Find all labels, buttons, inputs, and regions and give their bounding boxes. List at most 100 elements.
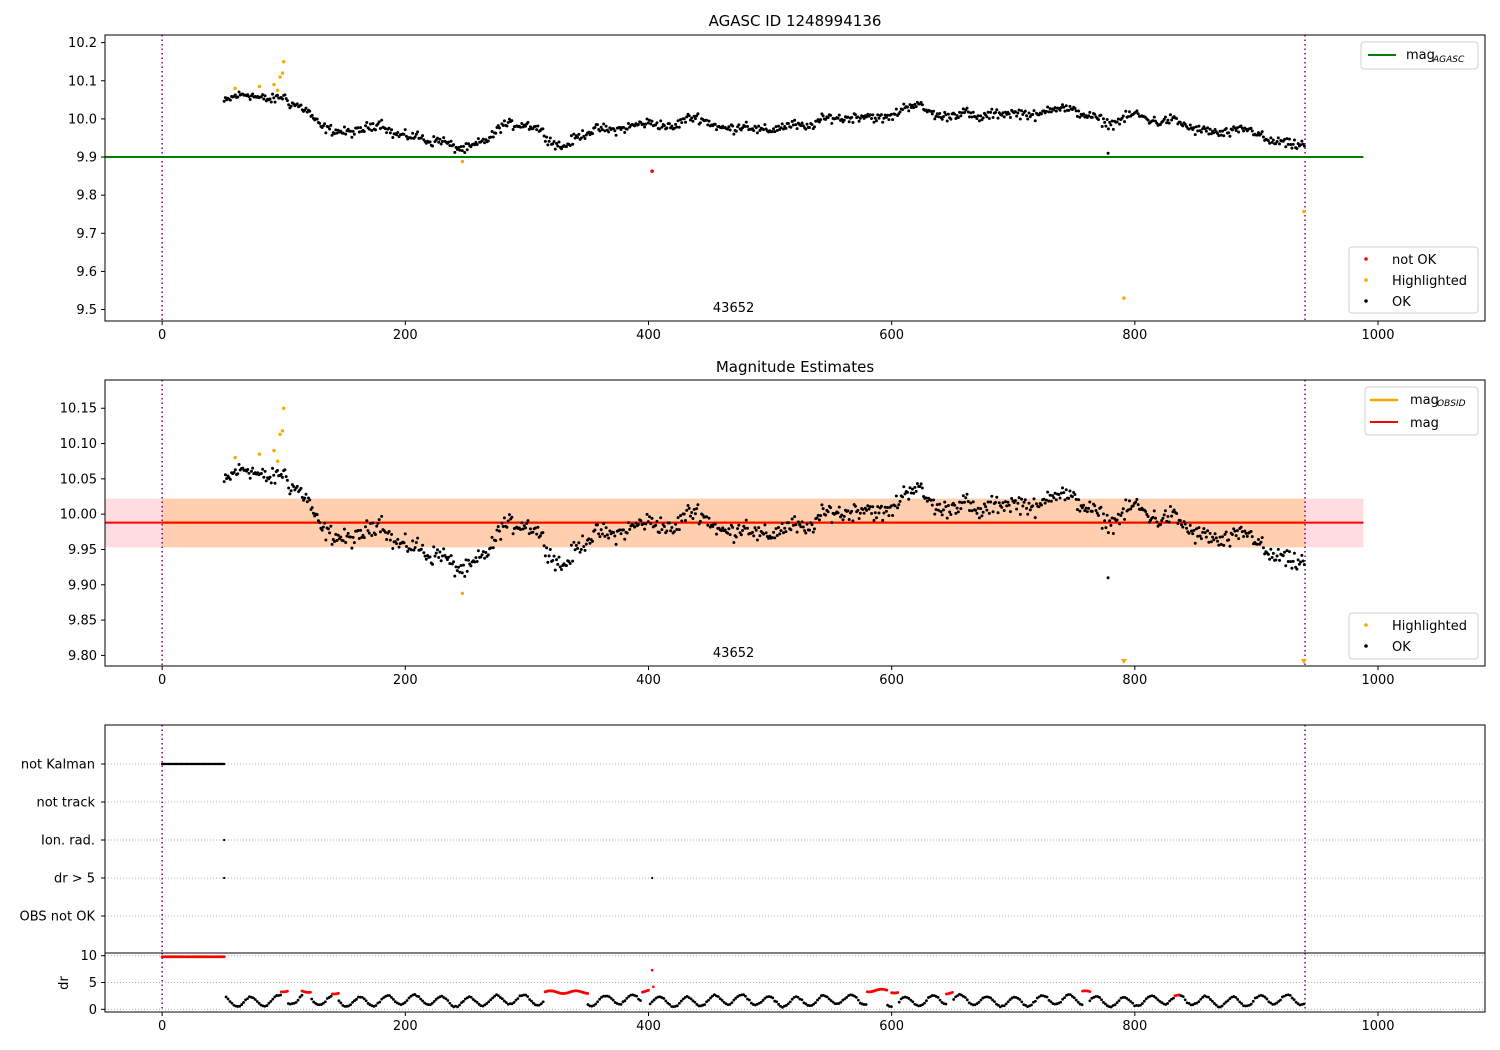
ok-point	[908, 103, 912, 107]
ok-point	[1077, 109, 1081, 113]
ok-point	[1120, 116, 1124, 120]
ok-point	[1197, 526, 1201, 530]
clipped-highlight-marker	[1120, 659, 1127, 664]
dr-point	[240, 1003, 244, 1006]
ok-point	[486, 139, 490, 143]
ok-point	[1123, 120, 1127, 124]
ok-point	[248, 98, 252, 102]
ok-point	[648, 118, 652, 122]
dr-point	[664, 999, 668, 1003]
dr-point	[228, 1000, 232, 1003]
ok-point	[753, 526, 757, 530]
dr-point	[1000, 1004, 1004, 1008]
ok-point	[794, 523, 798, 527]
ok-point	[902, 485, 906, 489]
panel1-legend-bottom: not OK Highlighted OK	[1348, 246, 1479, 314]
ok-point	[799, 124, 803, 128]
dr-point	[911, 1000, 915, 1004]
ok-point	[1268, 141, 1272, 145]
ok-point	[520, 122, 524, 126]
ok-point	[388, 131, 392, 135]
ok-point	[1121, 507, 1125, 511]
highlighted-point	[272, 448, 276, 453]
ok-point	[960, 111, 964, 115]
ok-point	[232, 470, 236, 474]
dr-point	[386, 994, 389, 997]
ok-point	[1182, 520, 1186, 524]
dr-point	[796, 995, 800, 999]
legend2-marker-highlighted	[1364, 623, 1368, 627]
dr-point	[255, 1000, 259, 1003]
ok-point	[959, 507, 963, 511]
ok-point	[687, 114, 691, 118]
dr-point	[936, 995, 940, 999]
ok-point	[269, 100, 273, 104]
ok-point	[1237, 130, 1241, 134]
highlighted-point	[1122, 296, 1126, 300]
ok-point	[687, 506, 691, 510]
dr-point	[1004, 1002, 1008, 1006]
dr-point	[1049, 1000, 1053, 1004]
ok-point	[990, 107, 994, 111]
ok-point	[333, 539, 337, 543]
ok-point	[419, 547, 423, 551]
ok-point	[676, 516, 680, 520]
dr-point	[323, 1000, 327, 1004]
p4-x-tick-label: 1000	[1361, 1019, 1394, 1034]
ok-point	[949, 117, 953, 121]
dr-point	[666, 1001, 670, 1005]
ok-point	[1176, 522, 1180, 526]
ok-point	[755, 131, 759, 135]
dr-point	[273, 995, 277, 999]
ok-point	[1232, 527, 1236, 531]
ok-point	[767, 536, 771, 540]
dr-point	[541, 1000, 545, 1004]
ok-point	[1017, 108, 1021, 112]
ok-point	[882, 511, 886, 515]
ok-point	[614, 133, 618, 137]
ok-point	[773, 130, 777, 134]
ok-point	[373, 128, 377, 132]
ok-point	[682, 512, 686, 516]
ok-point	[1016, 501, 1020, 505]
ok-point	[865, 508, 869, 512]
dr-point	[1104, 1002, 1107, 1006]
ok-point	[463, 574, 467, 578]
ok-point	[582, 544, 586, 548]
ok-point	[1228, 134, 1232, 138]
dr-point	[530, 999, 533, 1003]
ok-point	[1007, 503, 1011, 507]
ok-point	[1001, 111, 1005, 115]
ok-point	[881, 120, 885, 124]
ok-point	[304, 492, 308, 496]
ok-point	[737, 523, 741, 527]
dr-point	[1292, 998, 1296, 1002]
dr-axis-label: dr	[57, 976, 72, 990]
ok-point	[1124, 498, 1128, 502]
dr-point	[705, 1000, 709, 1004]
ok-point	[953, 503, 957, 507]
ok-point	[1002, 115, 1006, 119]
ok-point	[448, 144, 452, 148]
dr-point	[804, 1002, 808, 1006]
ok-point	[805, 522, 809, 526]
ok-point	[341, 131, 345, 135]
ok-point	[387, 126, 391, 130]
ok-point	[643, 125, 647, 129]
ok-point	[982, 502, 986, 506]
ok-point	[303, 496, 307, 500]
ok-point	[817, 518, 821, 522]
p4-y-tick-label: 10	[80, 949, 97, 964]
ok-point	[1187, 127, 1191, 131]
ok-point	[781, 531, 785, 535]
legend-marker-highlighted	[1364, 278, 1368, 282]
ok-point	[464, 558, 468, 562]
ok-point	[645, 117, 649, 121]
dr-point	[944, 1002, 948, 1006]
dr-point	[440, 994, 444, 998]
ok-point	[1105, 513, 1109, 517]
dr-point	[1074, 998, 1078, 1002]
dr-point	[1255, 996, 1259, 999]
legend-marker-ok	[1364, 299, 1368, 303]
